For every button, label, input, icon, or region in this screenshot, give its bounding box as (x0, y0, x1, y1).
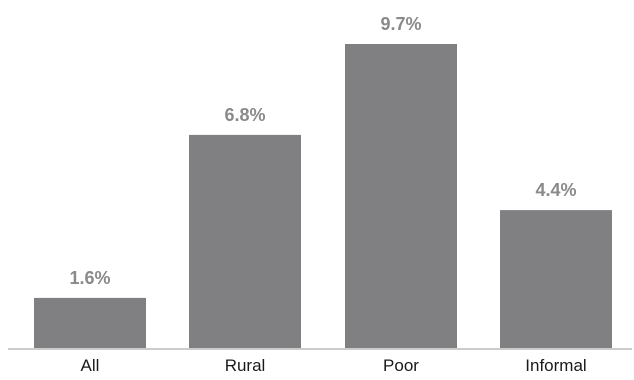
bar-informal (500, 210, 612, 348)
x-tick-label-all: All (81, 356, 100, 375)
bar-all (34, 297, 146, 348)
bars-layer (34, 44, 612, 348)
x-tick-labels: All Rural Poor Informal (81, 356, 587, 375)
bar-rural (189, 134, 301, 348)
data-label-poor: 9.7% (380, 14, 421, 34)
data-label-rural: 6.8% (224, 105, 265, 125)
data-label-informal: 4.4% (535, 180, 576, 200)
data-label-all: 1.6% (69, 268, 110, 288)
bar-poor (345, 44, 457, 348)
x-tick-label-informal: Informal (525, 356, 586, 375)
x-tick-label-poor: Poor (383, 356, 419, 375)
value-labels-layer: 1.6% 6.8% 9.7% 4.4% (69, 14, 576, 288)
x-tick-label-rural: Rural (225, 356, 266, 375)
